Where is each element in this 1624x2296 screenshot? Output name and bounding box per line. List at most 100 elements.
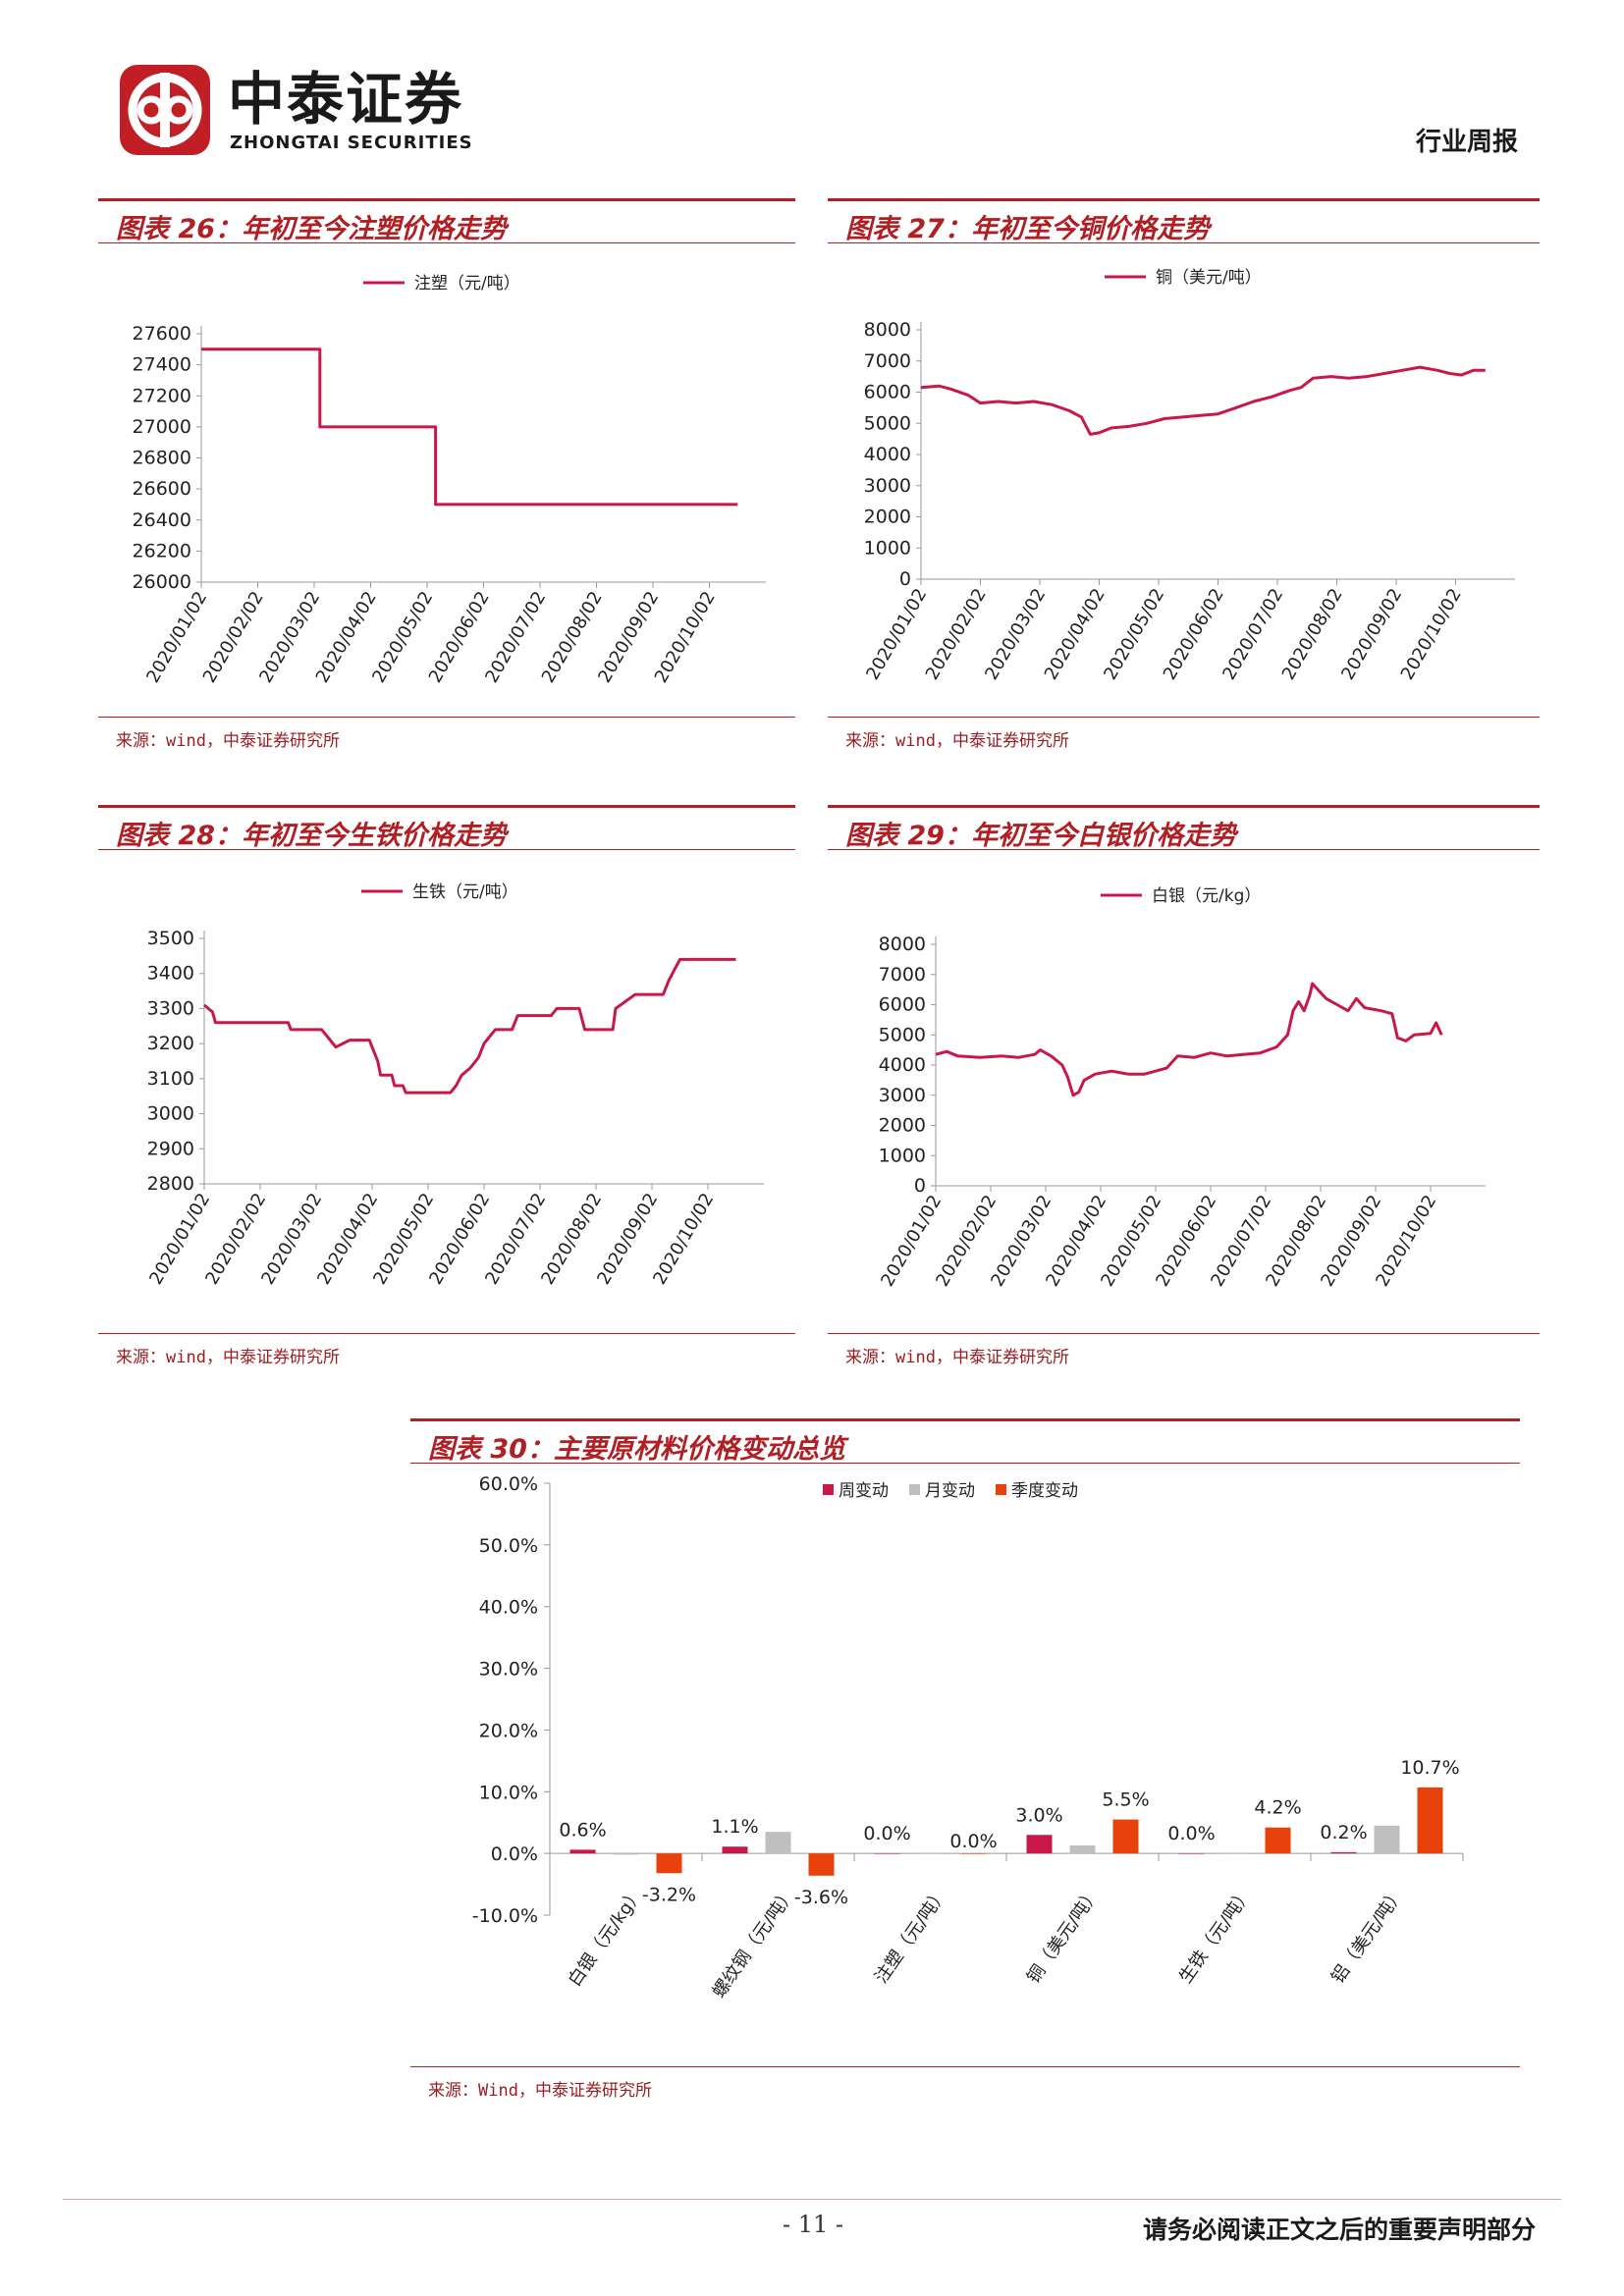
y-tick-label: 7000: [864, 350, 911, 372]
figure-29-source: 来源：wind，中泰证券研究所: [845, 1348, 1069, 1367]
x-tick-label: 2020/04/02: [1041, 585, 1110, 683]
figure-29-title: 图表 29：年初至今白银价格走势: [845, 821, 1236, 851]
data-label: 10.7%: [1400, 1757, 1459, 1779]
y-tick-label: 4000: [864, 444, 911, 465]
logo-icon: [120, 65, 210, 155]
x-tick-label: 2020/05/02: [1100, 585, 1168, 683]
figure-29-title-bar: 图表 29：年初至今白银价格走势: [828, 805, 1540, 851]
legend-label: 月变动: [925, 1481, 975, 1501]
figure-30-source: 来源：Wind，中泰证券研究所: [428, 2081, 652, 2101]
figure-28-source: 来源：wind，中泰证券研究所: [116, 1348, 340, 1367]
bar: [1265, 1827, 1291, 1854]
y-tick-label: 3000: [864, 475, 911, 497]
x-tick-label: 2020/03/02: [981, 585, 1050, 683]
x-tick-label: 2020/10/02: [1397, 585, 1466, 683]
bar: [656, 1853, 682, 1874]
bar: [1026, 1835, 1053, 1854]
figure-28: 图表 28：年初至今生铁价格走势 生铁（元/吨） 2800 2900 3000 3100…: [98, 805, 795, 1374]
y-tick-label: 27000: [133, 416, 191, 438]
bar: [722, 1846, 748, 1854]
y-tick-label: 4000: [879, 1054, 926, 1076]
figure-27-chart: 铜（美元/吨） 0 1000 2000 3000 4000 5000 6000 7000 8000…: [862, 268, 1515, 683]
y-tick-label: 3000: [147, 1103, 194, 1125]
bar: [1374, 1825, 1400, 1854]
y-tick-label: 3500: [147, 928, 194, 949]
bar: [917, 1853, 944, 1854]
data-label: 0.0%: [863, 1823, 910, 1844]
data-label: 1.1%: [711, 1816, 758, 1838]
figure-28-title: 图表 28：年初至今生铁价格走势: [116, 821, 507, 851]
legend-label: 白银（元/kg）: [1152, 886, 1261, 906]
y-tick-label: 2000: [864, 507, 911, 528]
legend-label: 铜（美元/吨）: [1156, 268, 1262, 288]
figure-27-title-bar: 图表 27：年初至今铜价格走势: [828, 198, 1540, 244]
category-label: 注塑（元/吨）: [871, 1884, 952, 1987]
bar: [613, 1853, 639, 1855]
y-tick-label: -10.0%: [472, 1905, 538, 1927]
category-label: 铜（美元/吨）: [1023, 1884, 1105, 1987]
y-tick-label: 30.0%: [479, 1659, 538, 1681]
figure-29: 图表 29：年初至今白银价格走势 白银（元/kg） 0 1000 2000 3000 40…: [828, 805, 1540, 1374]
logo: [116, 61, 214, 159]
data-label: 3.0%: [1015, 1804, 1062, 1826]
category-label: 螺纹钢（元/吨）: [709, 1884, 800, 2002]
figure-28-chart: 生铁（元/吨） 2800 2900 3000 3100 3200 3300 3400 3500 2…: [145, 882, 764, 1288]
bar: [874, 1853, 900, 1854]
data-label: 0.0%: [1167, 1823, 1215, 1844]
legend-label: 生铁（元/吨）: [412, 882, 518, 902]
legend-swatch: [996, 1484, 1006, 1495]
figure-30: 图表 30：主要原材料价格变动总览 -10.0% 0.0% 10.0% 20.0% 30…: [410, 1418, 1520, 2106]
x-tick-label: 2020/07/02: [1218, 585, 1287, 683]
category-label: 铝（美元/吨）: [1327, 1884, 1409, 1987]
x-tick-label: 2020/09/02: [1337, 585, 1406, 683]
y-tick-label: 26400: [133, 509, 191, 531]
figure-30-title: 图表 30：主要原材料价格变动总览: [428, 1434, 845, 1465]
figure-26-source: 来源：wind，中泰证券研究所: [116, 731, 340, 751]
y-tick-label: 2900: [147, 1138, 194, 1159]
x-tick-label: 2020/10/02: [651, 588, 720, 686]
figure-27-source: 来源：wind，中泰证券研究所: [845, 731, 1069, 751]
y-tick-label: 3100: [147, 1068, 194, 1090]
y-tick-label: 10.0%: [479, 1782, 538, 1803]
bar: [765, 1832, 791, 1854]
bar: [1178, 1853, 1205, 1854]
y-tick-label: 20.0%: [479, 1720, 538, 1741]
bar: [1112, 1819, 1139, 1854]
figure-30-chart: -10.0% 0.0% 10.0% 20.0% 30.0% 40.0% 50.0% 60.0%…: [472, 1473, 1464, 2002]
figure-28-title-bar: 图表 28：年初至今生铁价格走势: [98, 805, 795, 851]
y-tick-label: 6000: [864, 382, 911, 403]
report-type: 行业周报: [1415, 128, 1518, 157]
category-label: 白银（元/kg）: [565, 1884, 648, 1991]
y-tick-label: 6000: [879, 994, 926, 1016]
y-tick-label: 40.0%: [479, 1597, 538, 1619]
figure-27-title: 图表 27：年初至今铜价格走势: [845, 214, 1210, 244]
footer-divider: [63, 2199, 1561, 2200]
brand-name-en: ZHONGTAI SECURITIES: [230, 133, 473, 153]
bar: [960, 1853, 987, 1854]
series-line: [920, 365, 1486, 436]
data-label: 5.5%: [1102, 1789, 1149, 1811]
bar: [569, 1849, 596, 1854]
y-tick-label: 50.0%: [479, 1535, 538, 1557]
y-tick-label: 8000: [864, 319, 911, 341]
figure-26-title-bar: 图表 26：年初至今注塑价格走势: [98, 198, 795, 244]
y-tick-label: 7000: [879, 964, 926, 986]
x-tick-label: 2020/06/02: [1160, 585, 1228, 683]
bar: [808, 1853, 835, 1876]
y-tick-label: 0.0%: [491, 1843, 538, 1865]
bar: [1069, 1844, 1096, 1854]
y-tick-label: 27400: [133, 354, 191, 376]
brand-name-cn: 中泰证券: [228, 66, 464, 133]
y-tick-label: 3200: [147, 1033, 194, 1054]
y-tick-label: 2800: [147, 1173, 194, 1195]
y-tick-label: 27600: [133, 323, 191, 345]
y-tick-label: 3400: [147, 963, 194, 985]
legend-label: 注塑（元/吨）: [414, 274, 520, 294]
data-label: 4.2%: [1254, 1797, 1301, 1819]
footer-disclaimer: 请务必阅读正文之后的重要声明部分: [1142, 2216, 1536, 2244]
series-line: [935, 982, 1443, 1097]
y-tick-label: 3000: [879, 1085, 926, 1106]
y-tick-label: 5000: [879, 1024, 926, 1045]
figure-27: 图表 27：年初至今铜价格走势 铜（美元/吨） 0 1000 2000 3000 4000…: [828, 198, 1540, 756]
y-tick-label: 0: [914, 1175, 926, 1197]
